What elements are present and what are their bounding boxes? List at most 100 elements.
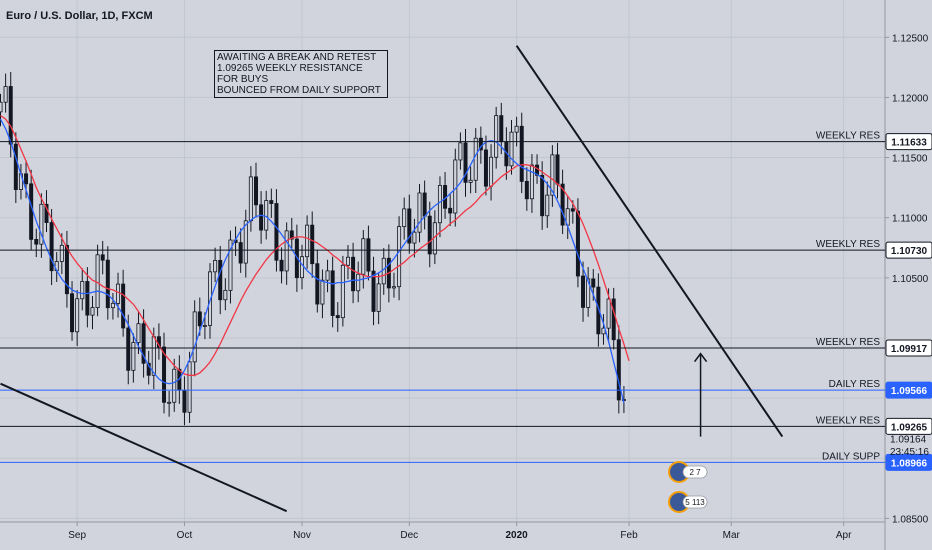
- candle-body: [448, 207, 453, 214]
- candle-body: [560, 183, 565, 226]
- level-label: WEEKLY RES: [816, 239, 880, 250]
- candle-body: [8, 86, 13, 145]
- candle-body: [269, 200, 274, 204]
- candle-body: [110, 302, 115, 309]
- candle-body: [305, 224, 310, 258]
- candle-body: [366, 238, 371, 272]
- candle-body: [182, 389, 187, 413]
- candle-body: [586, 278, 591, 308]
- candle-body: [529, 164, 534, 200]
- candle-body: [591, 278, 596, 288]
- candle-body: [34, 238, 39, 245]
- candle-body: [310, 224, 315, 265]
- event-badge-count: 2 7: [689, 468, 701, 477]
- candle-body: [238, 242, 243, 264]
- candle-body: [279, 259, 284, 272]
- note-line: 1.09265 WEEKLY RESISTANCE FOR BUYS: [217, 63, 363, 85]
- x-tick-label: Apr: [836, 530, 852, 541]
- candle-body: [463, 142, 468, 183]
- candle-body: [550, 154, 555, 196]
- candle-body: [116, 283, 121, 304]
- candle-body: [381, 257, 386, 285]
- x-tick-label: Feb: [620, 530, 638, 541]
- level-label: DAILY RES: [829, 379, 881, 390]
- trendline: [0, 382, 288, 513]
- level-price-text: 1.09265: [891, 422, 928, 433]
- candle-body: [499, 115, 504, 143]
- candle-body: [391, 286, 396, 289]
- candle-body: [146, 362, 151, 376]
- x-tick-label: Sep: [68, 530, 86, 541]
- candle-body: [29, 183, 34, 240]
- note-line: AWAITING A BREAK AND RETEST: [217, 52, 377, 63]
- level-price-tag: [885, 339, 932, 357]
- candle-body: [126, 327, 131, 371]
- candle-body: [514, 125, 519, 133]
- candle-body: [243, 220, 248, 264]
- candle-body: [330, 270, 335, 316]
- chart-title: Euro / U.S. Dollar, 1D, FXCM: [6, 10, 153, 22]
- candle-body: [458, 142, 463, 161]
- candle-body: [611, 298, 616, 341]
- candle-body: [64, 244, 69, 295]
- level-price-text: 1.11633: [891, 138, 927, 149]
- x-tick-label: Mar: [723, 530, 741, 541]
- candle-body: [371, 270, 376, 312]
- candle-body: [131, 342, 136, 371]
- y-tick-label: 1.11500: [892, 154, 928, 165]
- price-tag-text: 23:45:16: [890, 447, 929, 458]
- candle-body: [75, 298, 80, 333]
- candle-body: [483, 149, 488, 187]
- candle-body: [49, 222, 54, 272]
- candle-body: [187, 361, 192, 413]
- candle-body: [397, 226, 402, 288]
- price-tag-text: 1.09164: [890, 435, 927, 446]
- trendline: [515, 45, 784, 438]
- candle-body: [202, 325, 207, 327]
- candle-body: [351, 256, 356, 292]
- note-line: BOUNCED FROM DAILY SUPPORT: [217, 85, 381, 96]
- candle-body: [361, 238, 366, 275]
- x-tick-label: 2020: [505, 530, 528, 541]
- candle-body: [44, 203, 49, 223]
- candle-body: [259, 204, 264, 231]
- level-price-tag: [885, 417, 932, 435]
- candle-body: [172, 368, 177, 403]
- level-price-text: 1.08966: [891, 458, 928, 469]
- candle-body: [151, 336, 156, 376]
- level-price-tag: [885, 453, 932, 471]
- candle-body: [208, 271, 213, 326]
- level-price-text: 1.09917: [891, 344, 928, 355]
- candle-body: [289, 230, 294, 240]
- y-tick-label: 1.12000: [892, 93, 929, 104]
- candle-body: [356, 273, 361, 292]
- candle-body: [376, 283, 381, 312]
- candle-body: [407, 208, 412, 244]
- candle-body: [0, 101, 3, 113]
- event-badge-count: 5 113: [685, 498, 705, 507]
- candle-body: [340, 264, 345, 319]
- candle-body: [253, 176, 258, 206]
- candle-body: [570, 208, 575, 212]
- candle-body: [509, 131, 514, 167]
- candle-body: [427, 215, 432, 255]
- candle-body: [345, 256, 350, 266]
- candle-body: [85, 281, 90, 316]
- candle-body: [39, 203, 44, 245]
- candle-body: [489, 156, 494, 187]
- candle-body: [478, 137, 483, 151]
- candle-body: [162, 346, 167, 403]
- candle-body: [70, 293, 75, 333]
- candle-body: [412, 231, 417, 244]
- candle-body: [596, 286, 601, 335]
- candle-body: [453, 159, 458, 214]
- candle-body: [100, 254, 105, 261]
- candle-body: [141, 323, 146, 364]
- event-badge-count-bg: [682, 495, 708, 509]
- candle-body: [136, 323, 141, 343]
- candle-body: [581, 275, 586, 308]
- candle-body: [417, 192, 422, 233]
- x-tick-label: Oct: [177, 530, 193, 541]
